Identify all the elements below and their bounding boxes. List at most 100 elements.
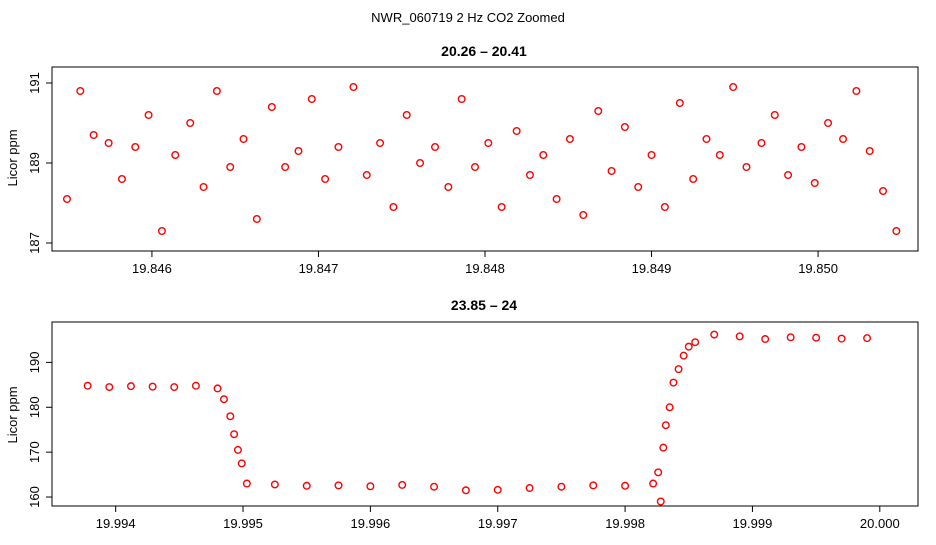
data-point [594, 106, 603, 115]
main-title: NWR_060719 2 Hz CO2 Zoomed [371, 10, 565, 25]
data-point [689, 174, 698, 183]
panel-2-x-axis: 19.994 19.995 19.996 19.997 19.998 19.999 20.0… [96, 506, 900, 531]
data-point [171, 150, 180, 159]
data-point [226, 412, 235, 421]
x-tick-label: 19.999 [733, 516, 773, 531]
data-point [674, 365, 683, 374]
data-point [512, 126, 521, 135]
data-point [252, 214, 261, 223]
data-point [810, 178, 819, 187]
data-point [389, 202, 398, 211]
panel-2-y-axis-label: Licor ppm [5, 386, 20, 443]
data-point [170, 383, 179, 392]
data-point [398, 480, 407, 489]
x-tick-label: 20.000 [860, 516, 900, 531]
panel-1-plot-frame [51, 66, 919, 252]
data-point [757, 138, 766, 147]
data-point [62, 194, 71, 203]
data-point [669, 378, 678, 387]
data-point [444, 182, 453, 191]
data-point [105, 383, 114, 392]
y-tick-label: 189 [27, 152, 42, 174]
data-point [552, 194, 561, 203]
data-point [144, 110, 153, 119]
data-point [710, 330, 719, 339]
data-point [148, 382, 157, 391]
x-tick-label: 19.998 [605, 516, 645, 531]
data-point [525, 484, 534, 493]
x-tick-label: 19.849 [632, 261, 672, 276]
data-point [239, 134, 248, 143]
data-point [620, 122, 629, 131]
data-point [281, 162, 290, 171]
y-tick-label: 191 [27, 72, 42, 94]
data-point [557, 482, 566, 491]
data-point [691, 338, 700, 347]
data-point [126, 382, 135, 391]
data-point [471, 162, 480, 171]
data-point [270, 480, 279, 489]
data-point [839, 134, 848, 143]
y-tick-label: 180 [27, 396, 42, 418]
data-point [661, 421, 670, 430]
data-point [131, 142, 140, 151]
panel-1: 20.26 – 20.41 Licor ppm 19.846 19.847 19.8… [5, 43, 919, 276]
panel-2-y-axis: 160 170 180 190 [27, 352, 52, 508]
data-point [735, 332, 744, 341]
data-point [525, 170, 534, 179]
data-point [659, 443, 668, 452]
data-point [784, 170, 793, 179]
data-point [213, 384, 222, 393]
panel-1-x-axis: 19.846 19.847 19.848 19.849 19.850 [132, 251, 838, 276]
panel-1-title: 20.26 – 20.41 [441, 43, 527, 59]
data-point [761, 335, 770, 344]
data-point [865, 146, 874, 155]
data-point [226, 162, 235, 171]
data-point [76, 86, 85, 95]
data-point [191, 381, 200, 390]
y-tick-label: 170 [27, 441, 42, 463]
data-point [321, 174, 330, 183]
x-tick-label: 19.994 [96, 516, 136, 531]
x-tick-label: 19.848 [465, 261, 505, 276]
panel-1-points [62, 82, 901, 235]
data-point [430, 482, 439, 491]
data-point [157, 226, 166, 235]
x-tick-label: 19.846 [132, 261, 172, 276]
x-tick-label: 19.996 [350, 516, 390, 531]
x-tick-label: 19.847 [299, 261, 339, 276]
data-point [199, 182, 208, 191]
data-point [634, 182, 643, 191]
data-point [461, 486, 470, 495]
panel-1-y-axis-label: Licor ppm [5, 129, 20, 186]
data-point [621, 481, 630, 490]
data-point [294, 146, 303, 155]
data-point [402, 110, 411, 119]
data-point [334, 481, 343, 490]
data-point [362, 170, 371, 179]
data-point [786, 333, 795, 342]
data-point [824, 118, 833, 127]
data-point [675, 98, 684, 107]
x-tick-label: 19.995 [223, 516, 263, 531]
data-point [649, 479, 658, 488]
data-point [334, 142, 343, 151]
data-point [702, 134, 711, 143]
data-point [679, 351, 688, 360]
data-point [665, 403, 674, 412]
data-point [186, 118, 195, 127]
data-point [242, 479, 251, 488]
data-point [104, 138, 113, 147]
data-point [607, 166, 616, 175]
data-point [267, 102, 276, 111]
data-point [729, 82, 738, 91]
data-point [307, 94, 316, 103]
data-point [302, 481, 311, 490]
data-point [837, 334, 846, 343]
panel-2-points [83, 330, 872, 506]
x-tick-label: 19.997 [478, 516, 518, 531]
y-tick-label: 187 [27, 232, 42, 254]
data-point [117, 174, 126, 183]
data-point [484, 138, 493, 147]
